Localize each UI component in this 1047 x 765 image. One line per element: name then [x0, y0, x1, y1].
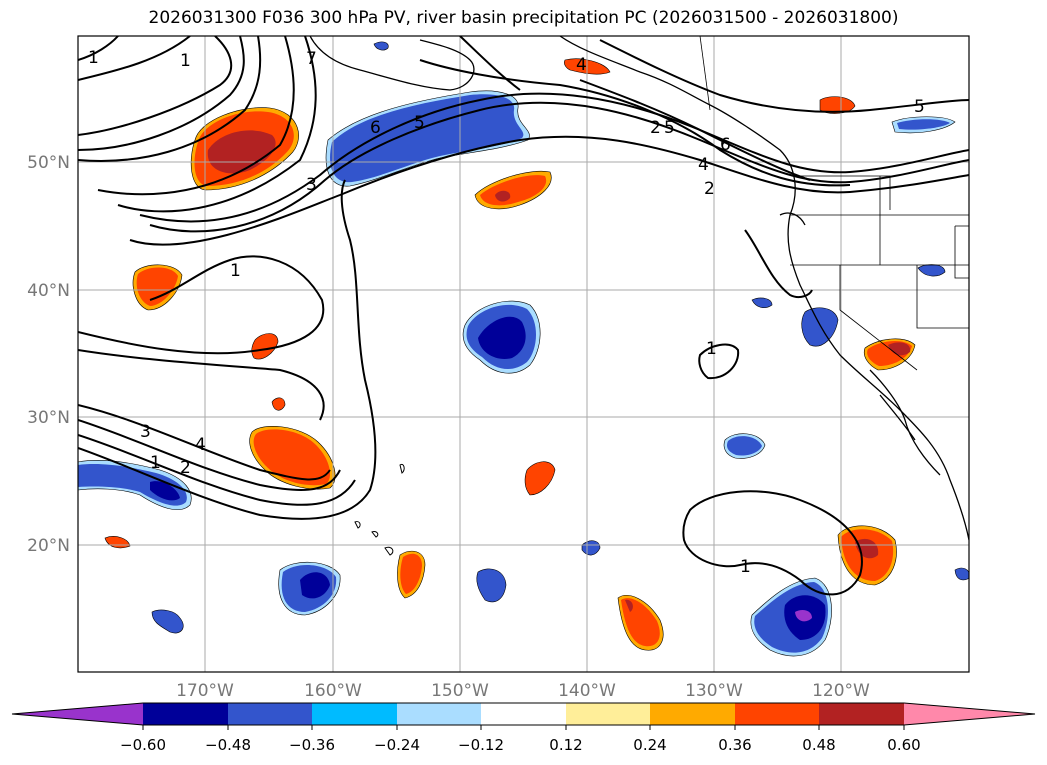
lon-label-140w: 140°W: [558, 681, 616, 701]
lon-label-150w: 150°W: [431, 681, 489, 701]
contour-label: 5: [664, 118, 675, 138]
contour-label: 5: [414, 113, 425, 133]
contour-label: 6: [720, 135, 731, 155]
lat-label-30n: 30°N: [27, 408, 70, 428]
contour-label: 1: [88, 48, 99, 68]
colorbar-tick-label: −0.60: [120, 736, 166, 754]
colorbar-extend-low: [12, 703, 143, 725]
colorbar: −0.60 −0.48 −0.36 −0.24 −0.12 0.12 0.24 …: [11, 702, 1036, 754]
lat-label-50n: 50°N: [27, 153, 70, 173]
colorbar-tick-label: 0.60: [887, 736, 920, 754]
colorbar-segment: [143, 703, 228, 725]
precip-fills: [78, 41, 969, 657]
contour-label: 3: [140, 422, 151, 442]
lon-label-160w: 160°W: [304, 681, 362, 701]
lon-label-130w: 130°W: [685, 681, 743, 701]
contour-label: 7: [306, 49, 317, 69]
lon-label-120w: 120°W: [812, 681, 870, 701]
contour-label: 4: [195, 435, 206, 455]
colorbar-tick-label: −0.12: [458, 736, 504, 754]
colorbar-segment: [735, 703, 819, 725]
colorbar-segment: [397, 703, 481, 725]
contour-label: 1: [230, 261, 241, 281]
contour-label: 1: [706, 339, 717, 359]
colorbar-tick-label: −0.24: [374, 736, 420, 754]
colorbar-segment: [650, 703, 735, 725]
colorbar-segment: [819, 703, 904, 725]
colorbar-tick-label: 0.36: [718, 736, 751, 754]
colorbar-tick-label: 0.24: [633, 736, 666, 754]
colorbar-segment: [228, 703, 312, 725]
borders: [699, 36, 969, 371]
colorbar-segment: [481, 703, 566, 725]
colorbar-tick-label: 0.48: [802, 736, 835, 754]
colorbar-tick-label: 0.12: [549, 736, 582, 754]
contour-label: 1: [150, 453, 161, 473]
colorbar-tick-label: −0.48: [205, 736, 251, 754]
islands: [354, 463, 405, 556]
contour-label: 5: [914, 97, 925, 117]
colorbar-segment: [312, 703, 397, 725]
plot-border: [77, 35, 970, 673]
contour-label: 3: [306, 175, 317, 195]
contour-label: 4: [576, 55, 587, 75]
lat-axis-labels: 50°N 40°N 30°N 20°N: [27, 153, 70, 556]
contour-label: 2: [704, 179, 715, 199]
contour-label: 4: [698, 155, 709, 175]
contour-labels: 1 1 7 6 5 3 1 4 3 2 4 1 2 5 6 4 2 1 1 5: [88, 48, 925, 577]
lat-label-40n: 40°N: [27, 281, 70, 301]
colorbar-extend-high: [904, 703, 1035, 725]
colorbar-tick-label: −0.36: [289, 736, 335, 754]
contour-label: 2: [650, 118, 661, 138]
contour-label: 2: [180, 458, 191, 478]
contour-label: 6: [370, 118, 381, 138]
map-title: 2026031300 F036 300 hPa PV, river basin …: [148, 8, 899, 28]
coastlines: [309, 36, 969, 541]
contour-label: 1: [740, 557, 751, 577]
contour-label: 1: [180, 51, 191, 71]
colorbar-segment: [566, 703, 650, 725]
lat-label-20n: 20°N: [27, 536, 70, 556]
pv-contours: [78, 36, 969, 596]
lon-axis-labels: 170°W 160°W 150°W 140°W 130°W 120°W: [176, 681, 870, 701]
lon-label-170w: 170°W: [176, 681, 234, 701]
